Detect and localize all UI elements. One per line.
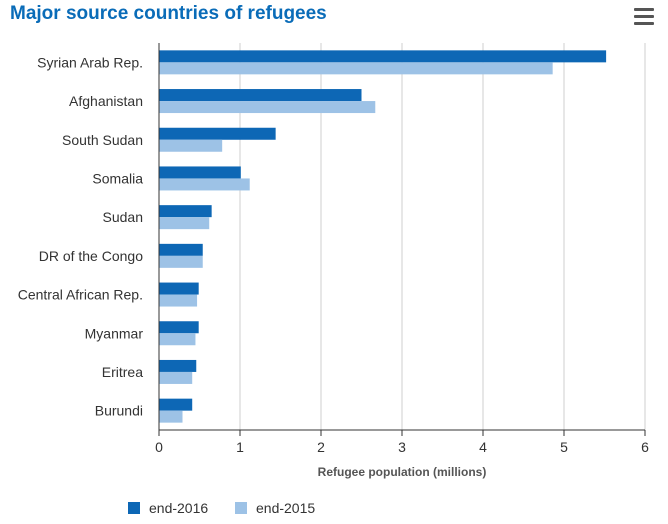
category-label: Afghanistan [69,93,143,109]
chart-title: Major source countries of refugees [10,3,327,24]
bar[interactable] [159,359,197,372]
category-label: South Sudan [62,132,143,148]
category-label: DR of the Congo [39,248,143,264]
legend-swatch-end-2015 [235,502,247,514]
x-tick-label: 6 [641,439,649,455]
bar[interactable] [159,282,199,295]
bar[interactable] [159,205,212,218]
legend-label-end-2016: end-2016 [149,500,209,516]
bar[interactable] [159,333,196,346]
bar[interactable] [159,410,183,423]
bar[interactable] [159,178,250,191]
bar-chart: Syrian Arab Rep. Afghanistan South Sudan So… [18,43,649,479]
category-label: Myanmar [85,325,144,341]
category-label: Eritrea [102,364,143,380]
bar[interactable] [159,166,241,179]
category-label: Sudan [103,209,143,225]
bar[interactable] [159,62,553,75]
legend-item-end-2015[interactable]: end-2015 [235,500,315,516]
x-tick-label: 3 [398,439,406,455]
category-label: Somalia [92,170,143,186]
bar[interactable] [159,243,203,256]
bar[interactable] [159,89,362,102]
category-label: Central African Rep. [18,287,143,303]
bar[interactable] [159,101,376,114]
x-tick-label: 1 [236,439,244,455]
bar[interactable] [159,398,193,411]
bar[interactable] [159,217,210,230]
bar[interactable] [159,371,193,384]
legend-item-end-2016[interactable]: end-2016 [128,500,208,516]
bar[interactable] [159,321,199,334]
legend-swatch-end-2016 [128,502,140,514]
category-label: Burundi [95,403,143,419]
hamburger-menu-icon[interactable] [634,8,654,25]
bar[interactable] [159,294,198,307]
x-tick-label: 2 [317,439,325,455]
category-label: Syrian Arab Rep. [37,54,143,70]
x-axis-title: Refugee population (millions) [318,465,487,479]
legend-label-end-2015: end-2015 [256,500,316,516]
bar[interactable] [159,139,223,152]
x-tick-label: 4 [479,439,487,455]
bar[interactable] [159,50,607,63]
x-tick-label: 5 [560,439,568,455]
x-tick-label: 0 [155,439,163,455]
bar[interactable] [159,127,276,140]
bar[interactable] [159,255,203,268]
